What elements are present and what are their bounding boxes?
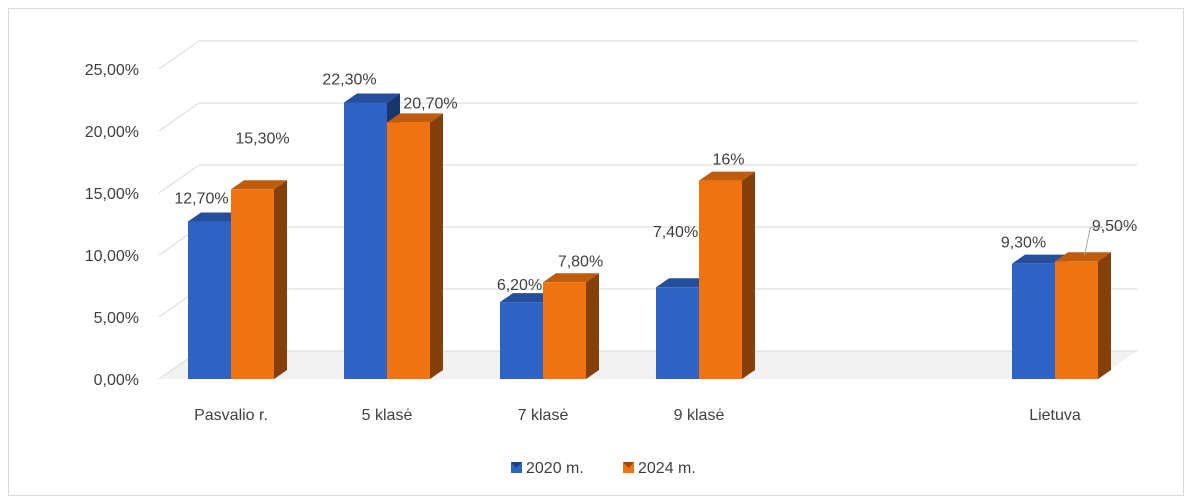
data-label: 9,30% bbox=[1001, 235, 1046, 252]
bar-side bbox=[274, 180, 287, 379]
bar-top bbox=[344, 93, 400, 103]
y-tick-label: 5,00% bbox=[94, 310, 139, 327]
x-category-label: 7 klasė bbox=[518, 407, 569, 424]
bar-front bbox=[231, 189, 274, 379]
bar-top bbox=[699, 171, 755, 181]
legend: 2020 m. 2024 m. bbox=[511, 460, 696, 477]
legend-item: 2020 m. bbox=[511, 460, 584, 477]
data-labels: 12,70% 22,30% 6,20% 7,40% 9,30% 15,30% 20,70% 7… bbox=[174, 71, 1137, 294]
y-tick-label: 25,00% bbox=[85, 62, 139, 79]
legend-label: 2024 m. bbox=[638, 460, 696, 477]
bar-front bbox=[1012, 263, 1055, 379]
data-label: 16% bbox=[712, 152, 744, 169]
x-category-label: Lietuva bbox=[1029, 407, 1081, 424]
bar-front bbox=[344, 102, 387, 379]
x-category-label: 9 klasė bbox=[674, 407, 725, 424]
bar-side bbox=[742, 171, 755, 379]
bar-front bbox=[500, 302, 543, 379]
legend-label: 2020 m. bbox=[526, 460, 584, 477]
bar-top bbox=[543, 273, 599, 283]
gridline bbox=[158, 164, 1137, 194]
bar-front bbox=[699, 180, 742, 379]
chart-floor bbox=[159, 351, 1137, 379]
bar bbox=[699, 171, 755, 379]
bar-front bbox=[188, 221, 231, 379]
chart-svg: 0,00% 5,00% 10,00% 15,00% 20,00% 25,00% 12,70… bbox=[85, 40, 1137, 477]
x-category-label: 5 klasė bbox=[362, 407, 413, 424]
legend-swatch-shade bbox=[623, 462, 634, 468]
data-label: 7,80% bbox=[558, 253, 603, 270]
bar-front bbox=[656, 287, 699, 379]
bar-top bbox=[500, 293, 556, 303]
leader-line bbox=[1084, 226, 1103, 256]
bar-side bbox=[1098, 252, 1111, 379]
y-tick-label: 15,00% bbox=[85, 186, 139, 203]
data-label: 20,70% bbox=[403, 95, 457, 112]
gridline bbox=[158, 102, 1137, 132]
bar-front bbox=[543, 282, 586, 379]
data-label: 15,30% bbox=[235, 130, 289, 147]
bar-top bbox=[188, 212, 244, 222]
y-tick-label: 0,00% bbox=[94, 372, 139, 389]
bar-front bbox=[387, 122, 430, 379]
bar bbox=[231, 180, 287, 379]
bar-top bbox=[231, 180, 287, 190]
bar-side bbox=[430, 113, 443, 379]
bar-side bbox=[586, 273, 599, 379]
bar-top bbox=[1012, 254, 1068, 264]
bar-front bbox=[1055, 261, 1098, 379]
chart-frame: 0,00% 5,00% 10,00% 15,00% 20,00% 25,00% 12,70… bbox=[8, 8, 1184, 496]
bar-top bbox=[1055, 252, 1111, 262]
gridline bbox=[158, 288, 1137, 318]
data-label: 7,40% bbox=[653, 224, 698, 241]
x-category-label: Pasvalio r. bbox=[194, 407, 268, 424]
bars bbox=[188, 93, 1111, 379]
legend-item: 2024 m. bbox=[623, 460, 696, 477]
x-axis: Pasvalio r. 5 klasė 7 klasė 9 klasė Lietuva bbox=[194, 407, 1081, 424]
data-label: 6,20% bbox=[497, 277, 542, 294]
gridline bbox=[158, 40, 1137, 70]
data-label: 12,70% bbox=[174, 191, 228, 208]
legend-swatch-shade bbox=[511, 462, 522, 468]
gridline bbox=[158, 226, 1137, 256]
bar-top bbox=[387, 113, 443, 123]
bar bbox=[543, 273, 599, 379]
bar-top bbox=[656, 278, 712, 288]
y-tick-label: 20,00% bbox=[85, 124, 139, 141]
bar bbox=[387, 113, 443, 379]
data-label: 22,30% bbox=[322, 71, 376, 88]
gridlines bbox=[158, 40, 1137, 380]
y-axis: 0,00% 5,00% 10,00% 15,00% 20,00% 25,00% bbox=[85, 62, 139, 389]
data-label: 9,50% bbox=[1092, 218, 1137, 235]
y-tick-label: 10,00% bbox=[85, 248, 139, 265]
bar bbox=[1055, 252, 1111, 379]
